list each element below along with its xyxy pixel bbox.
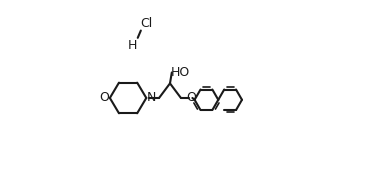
Text: O: O — [186, 91, 196, 105]
Text: HO: HO — [171, 66, 190, 79]
Text: Cl: Cl — [140, 17, 152, 30]
Text: N: N — [147, 91, 156, 105]
Text: H: H — [128, 39, 137, 52]
Text: O: O — [99, 91, 109, 105]
